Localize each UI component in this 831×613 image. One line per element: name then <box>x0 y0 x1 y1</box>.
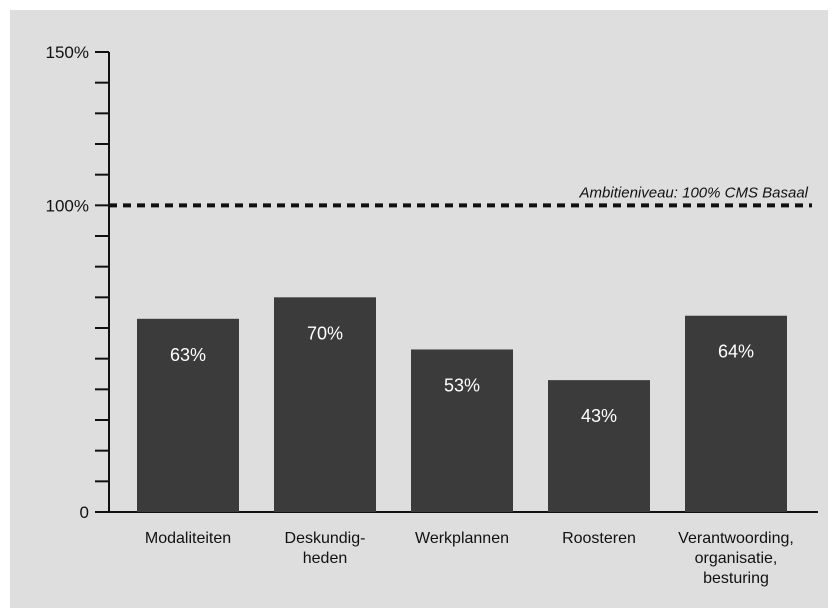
bar-value-label: 70% <box>307 323 343 343</box>
bar <box>685 315 787 512</box>
bar <box>411 349 513 512</box>
x-category-label-line: Werkplannen <box>415 530 509 547</box>
bar-value-label: 63% <box>170 345 206 365</box>
bar <box>137 318 239 512</box>
x-category-label: Deskundig-heden <box>285 530 366 567</box>
x-category-label: Roosteren <box>562 530 636 547</box>
x-category-label-line: Modaliteiten <box>145 530 231 547</box>
x-category-label: Verantwoording, organisatie, besturing <box>678 530 794 587</box>
x-category-label-line: organisatie, <box>695 550 778 567</box>
bar <box>274 297 376 512</box>
x-category-label-line: heden <box>303 550 348 567</box>
y-tick-label: 100% <box>46 196 89 215</box>
bar-value-label: 53% <box>444 375 480 395</box>
x-category-label-line: Verantwoording, <box>678 530 794 547</box>
bar-value-label: 64% <box>718 342 754 362</box>
bar <box>548 380 650 512</box>
y-tick-label: 0 <box>80 503 89 522</box>
x-category-label-line: besturing <box>703 570 769 587</box>
x-category-label: Modaliteiten <box>145 530 231 547</box>
x-category-label: Werkplannen <box>415 530 509 547</box>
bar-value-label: 43% <box>581 406 617 426</box>
x-category-label-line: Roosteren <box>562 530 636 547</box>
reference-line-label: Ambitieniveau: 100% CMS Basaal <box>579 184 809 201</box>
x-category-label-line: Deskundig- <box>285 530 366 547</box>
y-tick-label: 150% <box>46 43 89 62</box>
